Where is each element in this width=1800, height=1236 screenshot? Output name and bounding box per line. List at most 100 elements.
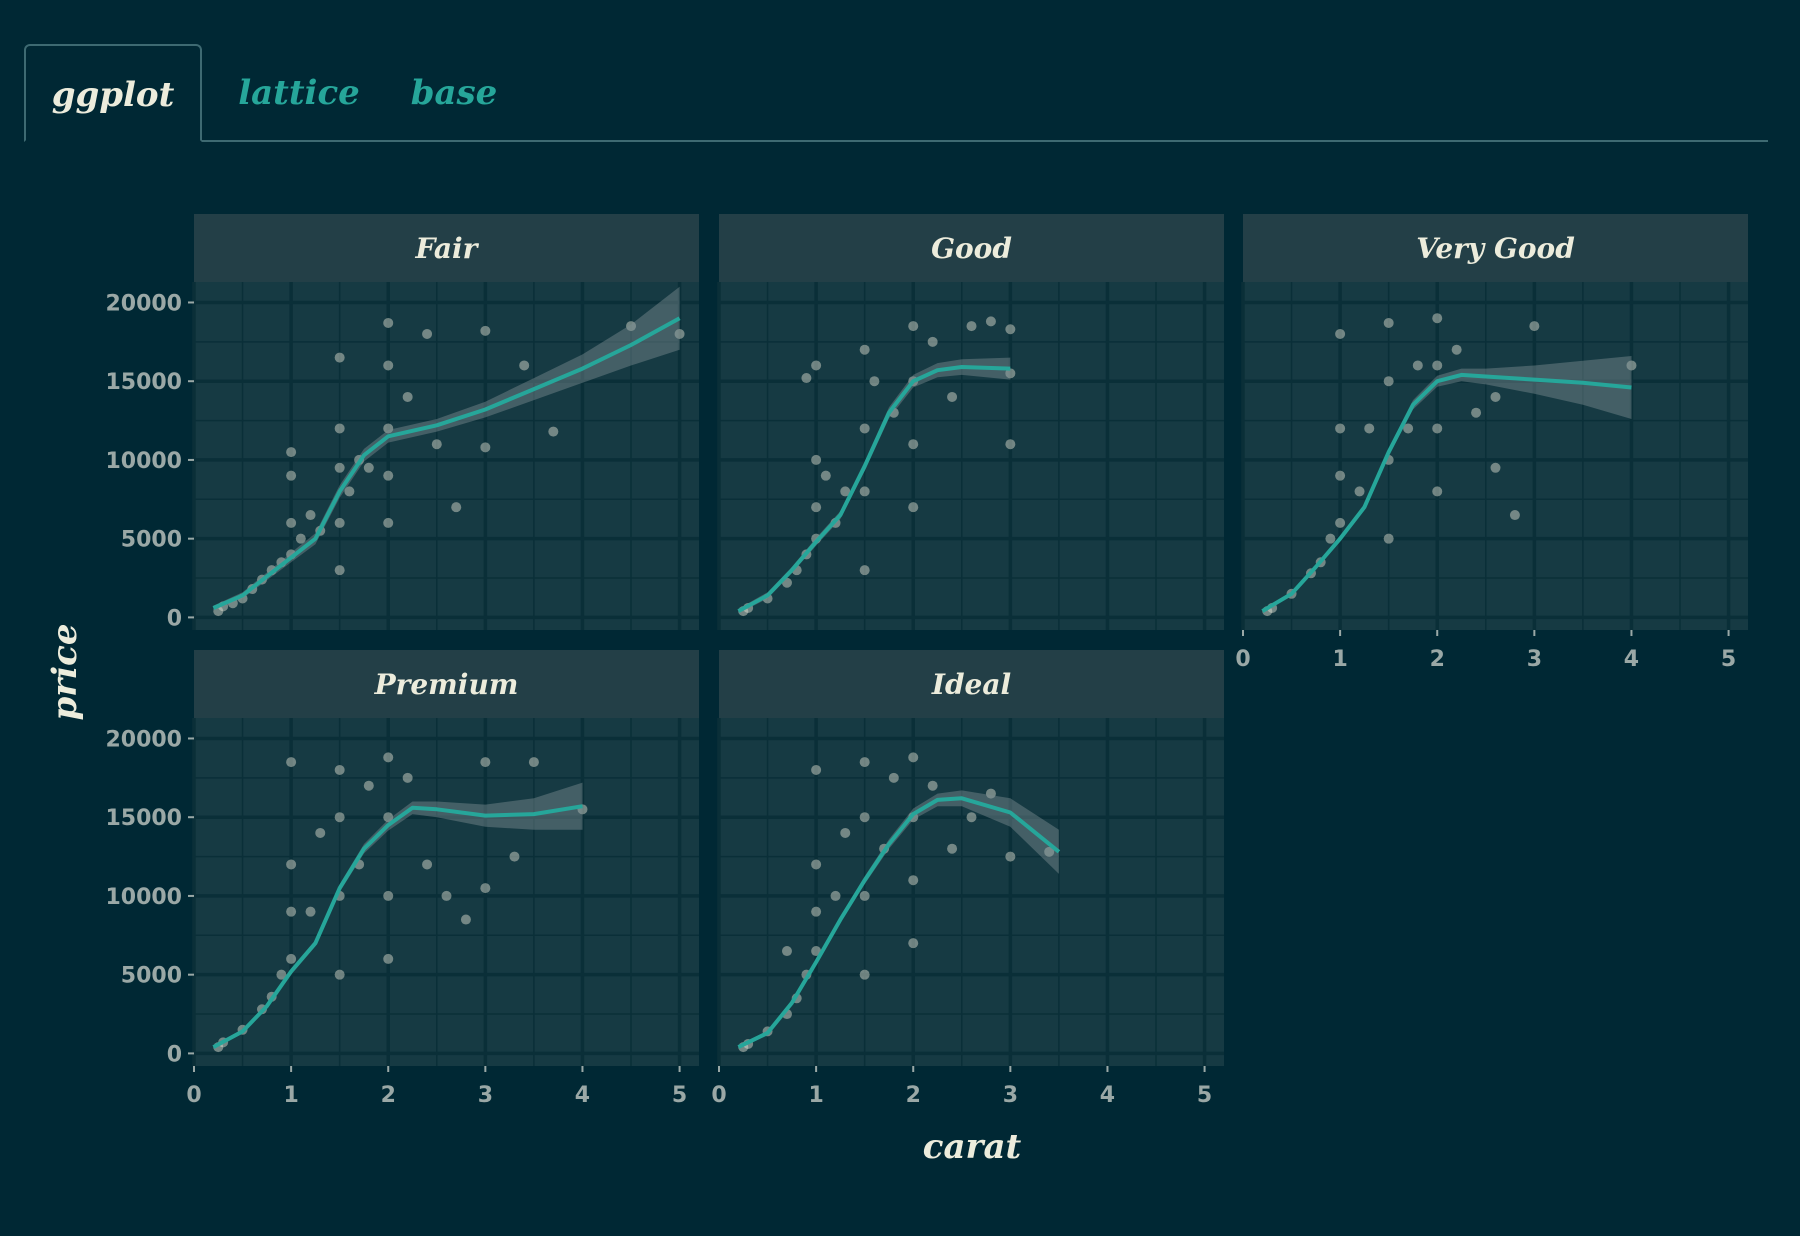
data-point: [528, 757, 539, 768]
y-tick-label: 0: [167, 606, 182, 631]
smooth-line: [1261, 372, 1632, 613]
data-point: [1005, 324, 1016, 335]
facet-label: Very Good: [1416, 232, 1575, 265]
data-point: [1005, 368, 1016, 379]
data-point: [383, 812, 394, 823]
data-point: [1490, 391, 1501, 402]
tab-bar: ggplot lattice base: [24, 44, 1768, 142]
facet-strip: [194, 214, 699, 282]
data-point: [1335, 423, 1346, 434]
data-point: [908, 938, 919, 949]
data-point: [908, 321, 919, 332]
x-tick-label: 2: [1430, 647, 1445, 672]
data-point: [1325, 533, 1336, 544]
smooth-line: [212, 804, 583, 1049]
tab-divider: [200, 140, 1768, 142]
data-point: [460, 914, 471, 925]
data-point: [859, 565, 870, 576]
panel-fair: Fair 0 5000 10000 15000 20000: [105, 214, 699, 631]
tab-lattice[interactable]: lattice: [238, 73, 360, 113]
data-point: [1432, 486, 1443, 497]
x-tick-label: 1: [1332, 647, 1347, 672]
data-point: [801, 373, 812, 384]
data-point: [1432, 423, 1443, 434]
facet-strip: [194, 650, 699, 718]
data-point: [286, 859, 297, 870]
facet-strip: [719, 650, 1224, 718]
panel-premium: Premium 0 5000 10000 15000 20000 0 1 2 3 4 5: [105, 650, 699, 1108]
data-point: [422, 859, 433, 870]
data-point: [363, 462, 374, 473]
data-point: [947, 843, 958, 854]
y-tick-label: 15000: [105, 370, 182, 395]
x-tick-label: 3: [1527, 647, 1542, 672]
data-point: [869, 376, 880, 387]
data-point: [334, 517, 345, 528]
data-point: [334, 812, 345, 823]
y-tick-label: 5000: [121, 964, 182, 989]
data-point: [422, 328, 433, 339]
data-point: [859, 969, 870, 980]
panel-background: [719, 718, 1224, 1066]
data-point: [1509, 510, 1520, 521]
facet-strip: [719, 214, 1224, 282]
data-point: [383, 752, 394, 763]
data-point: [859, 486, 870, 497]
panel-background: [719, 282, 1224, 630]
data-point: [1364, 423, 1375, 434]
data-point: [908, 875, 919, 886]
data-point: [286, 470, 297, 481]
data-point: [947, 391, 958, 402]
data-point: [674, 328, 685, 339]
smooth-line: [212, 316, 681, 610]
data-point: [286, 953, 297, 964]
x-tick-label: 2: [381, 1083, 396, 1108]
smooth-line: [737, 365, 1011, 613]
data-point: [334, 764, 345, 775]
data-point: [1383, 317, 1394, 328]
x-tick-label: 5: [1721, 647, 1736, 672]
data-point: [286, 517, 297, 528]
y-tick-label: 5000: [121, 528, 182, 553]
x-tick-label: 1: [283, 1083, 298, 1108]
data-point: [383, 470, 394, 481]
data-point: [1471, 407, 1482, 418]
panel-background: [194, 718, 699, 1066]
facet-label: Fair: [415, 232, 480, 265]
tab-base[interactable]: base: [410, 73, 498, 113]
data-point: [451, 502, 462, 513]
data-point: [305, 510, 316, 521]
data-point: [1335, 470, 1346, 481]
data-point: [286, 906, 297, 917]
x-tick-label: 0: [186, 1083, 201, 1108]
data-point: [1451, 344, 1462, 355]
data-point: [811, 360, 822, 371]
data-point: [548, 426, 559, 437]
data-point: [1432, 313, 1443, 324]
data-point: [811, 906, 822, 917]
data-point: [383, 953, 394, 964]
x-tick-label: 2: [906, 1083, 921, 1108]
data-point: [286, 757, 297, 768]
data-point: [811, 946, 822, 957]
tab-ggplot[interactable]: ggplot: [24, 44, 202, 142]
x-axis-title: carat: [923, 1127, 1022, 1167]
facet-label: Good: [931, 232, 1012, 265]
data-point: [1432, 360, 1443, 371]
facet-label: Ideal: [931, 668, 1011, 701]
data-point: [383, 890, 394, 901]
y-tick-label: 10000: [105, 885, 182, 910]
data-point: [859, 757, 870, 768]
data-point: [811, 859, 822, 870]
data-point: [1044, 846, 1055, 857]
data-point: [431, 439, 442, 450]
data-point: [840, 486, 851, 497]
data-point: [626, 321, 637, 332]
data-point: [1529, 321, 1540, 332]
data-point: [344, 486, 355, 497]
data-point: [383, 317, 394, 328]
y-tick-label: 0: [167, 1042, 182, 1067]
panel-good: Good: [717, 214, 1224, 630]
data-point: [908, 502, 919, 513]
data-point: [830, 890, 841, 901]
